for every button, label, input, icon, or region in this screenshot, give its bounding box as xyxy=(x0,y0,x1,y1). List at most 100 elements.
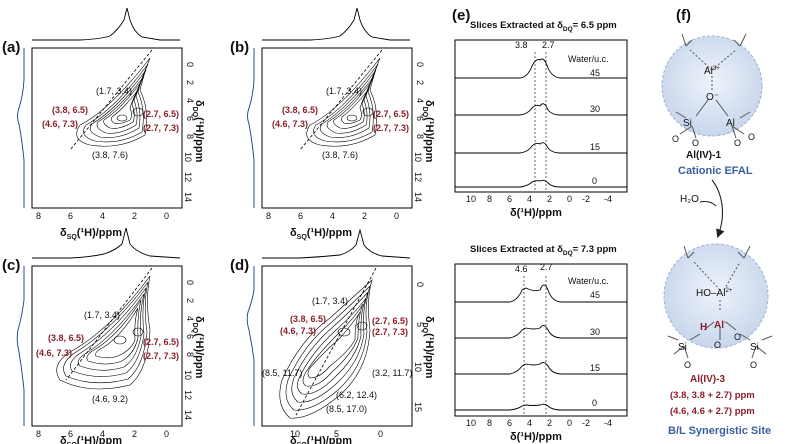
o-label: O xyxy=(672,134,679,144)
ytick: 2 xyxy=(185,80,195,85)
sphere-bottom xyxy=(663,243,769,349)
y-axis-label-b: δDQ(¹H)/ppm xyxy=(421,100,435,163)
annotation: (4.6, 9.2) xyxy=(92,394,128,404)
annotation: (2.7, 6.5) xyxy=(143,337,179,347)
xtick: 0 xyxy=(378,429,383,439)
x-axis-label-e-bottom: δ(¹H)/ppm xyxy=(510,431,562,443)
annotation: (6.2, 12.4) xyxy=(336,390,377,400)
panel-label-c: (c) xyxy=(2,257,20,274)
contours-b xyxy=(306,57,381,147)
annotation: (4.6, 7.3) xyxy=(36,348,72,358)
ytick: 15 xyxy=(413,402,423,412)
annotation: (3.8, 6.5) xyxy=(282,105,318,115)
h-label: H xyxy=(700,322,707,333)
annotation: (1.7, 3.4) xyxy=(326,86,362,96)
annotations-b: (1.7, 3.4) (3.8, 6.5) (4.6, 7.3) (2.7, 6… xyxy=(272,86,409,160)
panel-e: (e) Slices Extracted at δDQ= 6.5 ppm 3.8… xyxy=(452,7,628,443)
slice-frame-top xyxy=(454,39,628,193)
y-axis-label-a: δDQ(¹H)/ppm xyxy=(191,100,205,163)
ytick: 0 xyxy=(415,62,425,67)
annotation: (2.7, 6.5) xyxy=(373,109,409,119)
panel-d: (d) 10 5 0 0 5 10 15 δSQ(¹H)/ppm δDQ(¹H)… xyxy=(230,228,435,444)
panel-label-f: (f) xyxy=(676,7,691,24)
annotation: (3.2, 11.7) xyxy=(372,368,412,378)
annotation: (2.7, 7.3) xyxy=(143,123,179,133)
site-name-2: Al(IV)-3 xyxy=(690,374,725,385)
contours-a xyxy=(76,57,151,147)
annotation: (2.7, 7.3) xyxy=(373,123,409,133)
diagonal-c xyxy=(65,267,153,381)
o-label: O xyxy=(692,138,699,148)
xtick: 8 xyxy=(36,429,41,439)
ytick: 8 xyxy=(415,134,425,139)
ytick: 10 xyxy=(413,152,423,162)
annotation: (3.8, 7.6) xyxy=(92,150,128,160)
projection-left-b xyxy=(247,48,255,208)
x-axis-label-a: δSQ(¹H)/ppm xyxy=(60,227,122,241)
ytick: 2 xyxy=(185,298,195,303)
peak-label: 2.7 xyxy=(540,262,553,272)
xtick: 6 xyxy=(68,429,73,439)
projection-top-b xyxy=(262,7,410,41)
panel-label-b: (b) xyxy=(230,39,249,56)
ytick: 10 xyxy=(183,152,193,162)
diagonal-a xyxy=(69,49,153,151)
annotation: (2.7, 7.3) xyxy=(372,327,408,337)
slice-trace xyxy=(455,361,627,375)
xtick: 2 xyxy=(547,418,552,428)
xtick: 6 xyxy=(298,211,303,221)
plot-frame-c xyxy=(31,265,183,427)
xticks-e-bottom: 10 8 6 4 2 0 -2 -4 xyxy=(466,418,612,428)
panel-label-d: (d) xyxy=(230,257,249,274)
ytick: 14 xyxy=(413,192,423,202)
slice-title-bottom: Slices Extracted at δDQ= 7.3 ppm xyxy=(470,244,617,257)
annotation: (1.7, 3.4) xyxy=(96,86,132,96)
site-desc-2: B/L Synergistic Site xyxy=(668,425,771,437)
slice-trace xyxy=(455,179,627,188)
annotations-a: (1.7, 3.4) (3.8, 6.5) (4.6, 7.3) (2.7, 6… xyxy=(42,86,179,160)
xtick: 2 xyxy=(547,194,552,204)
o-label: O xyxy=(734,138,741,148)
site-name-1: Al(IV)-1 xyxy=(686,150,721,161)
peak-label: 2.7 xyxy=(542,40,555,50)
water-value: 0 xyxy=(592,176,597,186)
ytick: 12 xyxy=(183,172,193,182)
xtick: 4 xyxy=(330,211,335,221)
slice-trace xyxy=(455,103,627,116)
xtick: 4 xyxy=(100,211,105,221)
ho-al-label: HO–Al2+ xyxy=(696,288,733,299)
yticks-c: 0 2 4 6 8 10 12 14 xyxy=(183,280,195,420)
si-label: Si xyxy=(750,342,759,353)
panel-a: (a) 8 6 4 2 0 0 2 4 6 xyxy=(2,7,205,241)
annotation: (3.8, 6.5) xyxy=(48,333,84,343)
panel-b: (b) 8 6 4 2 0 0 2 4 6 8 10 xyxy=(230,7,435,241)
water-label-bottom: Water/u.c. xyxy=(568,276,609,286)
x-axis-label-e-top: δ(¹H)/ppm xyxy=(510,207,562,219)
ytick: 5 xyxy=(415,322,425,327)
slice-frame-bottom xyxy=(454,263,628,417)
ytick: 6 xyxy=(415,116,425,121)
bonds-bottom xyxy=(667,245,773,359)
water-value: 15 xyxy=(590,363,600,373)
ytick: 10 xyxy=(413,362,423,372)
ytick: 10 xyxy=(183,370,193,380)
xtick: 4 xyxy=(100,429,105,439)
xticks-d: 10 5 0 xyxy=(290,429,383,439)
al-label: Al3+ xyxy=(704,66,720,77)
annotation: (2.7, 6.5) xyxy=(143,109,179,119)
x-axis-label-c: δSQ(¹H)/ppm xyxy=(60,435,122,444)
plot-frame-b xyxy=(261,47,413,209)
ytick: 8 xyxy=(185,134,195,139)
xtick: 6 xyxy=(507,418,512,428)
o-label: O⁻ xyxy=(706,92,719,103)
annotation: (4.6, 7.3) xyxy=(280,326,316,336)
ytick: 2 xyxy=(415,80,425,85)
correlation-1: (3.8, 3.8 + 2.7) ppm xyxy=(670,390,755,401)
water-value: 45 xyxy=(590,290,600,300)
ytick: 12 xyxy=(413,172,423,182)
xtick: 0 xyxy=(567,418,572,428)
xtick: 0 xyxy=(394,211,399,221)
xtick: 2 xyxy=(362,211,367,221)
xtick: 8 xyxy=(266,211,271,221)
